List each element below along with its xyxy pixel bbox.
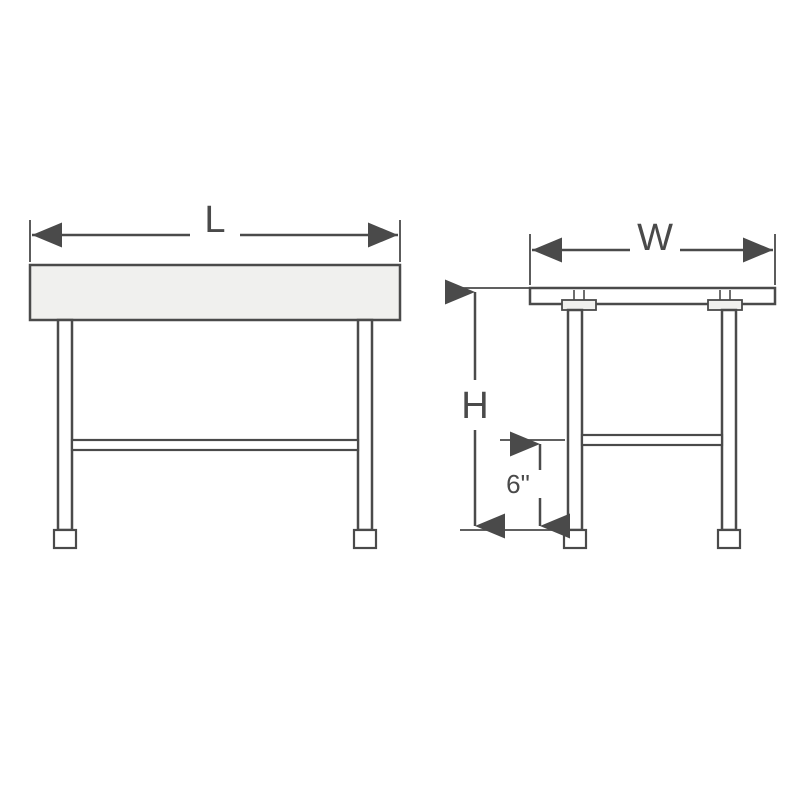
length-label: L (204, 199, 225, 241)
height-label: H (461, 385, 488, 427)
front-crossbar (72, 440, 358, 450)
side-crossbar (582, 435, 722, 445)
dimension-shelf-clearance: 6" (500, 440, 565, 526)
front-legs (58, 320, 372, 530)
dimension-length: L (30, 199, 400, 262)
width-label: W (637, 217, 673, 259)
dimension-drawing: L W (0, 0, 800, 800)
side-legs (568, 310, 736, 530)
front-view: L (30, 199, 400, 548)
front-table-top (30, 265, 400, 320)
side-feet (564, 530, 740, 548)
side-table-top (530, 288, 775, 310)
side-view: W (460, 217, 775, 548)
dimension-width: W (530, 217, 775, 285)
front-feet (54, 530, 376, 548)
shelf-clearance-label: 6" (506, 469, 530, 499)
